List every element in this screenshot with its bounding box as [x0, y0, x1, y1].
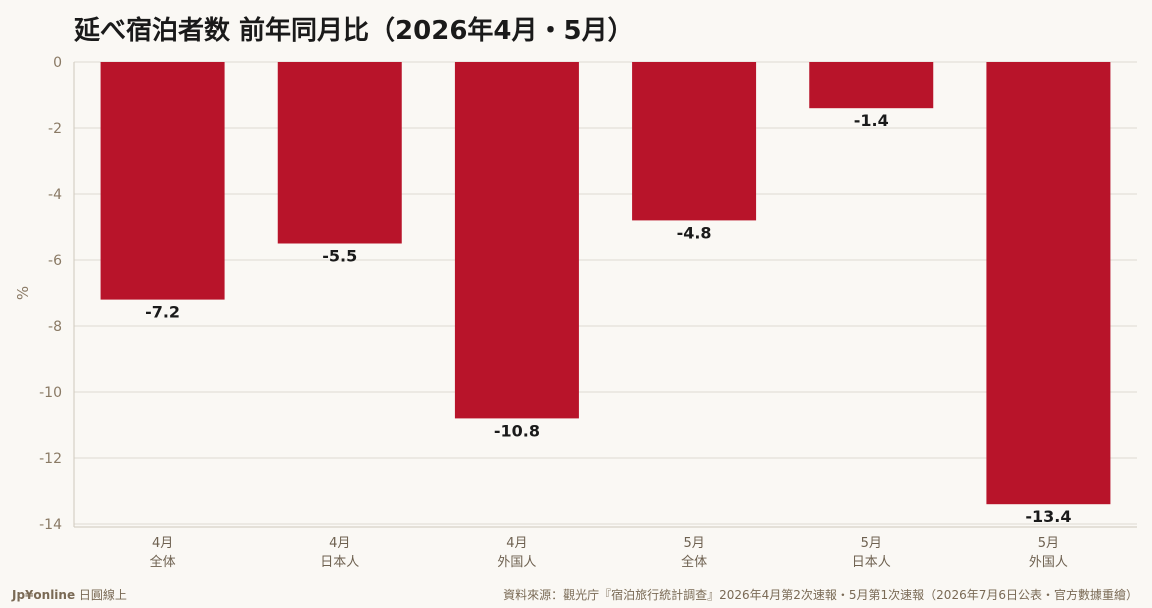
source-note: 資料來源：觀光庁『宿泊旅行統計調查』2026年4月第2次速報・5月第1次速報（2… [503, 588, 1138, 602]
bar [809, 62, 934, 109]
y-tick-label: -2 [48, 121, 62, 137]
x-tick-label-month: 4月 [152, 536, 173, 551]
data-label: -7.2 [145, 303, 180, 322]
x-tick-label-month: 5月 [1038, 536, 1059, 551]
data-label: -5.5 [322, 247, 357, 266]
bar [454, 62, 579, 419]
brand-name: Jp¥online [12, 588, 76, 602]
bar [632, 62, 757, 221]
y-tick-label: -4 [48, 187, 62, 203]
y-tick-label: 0 [53, 55, 62, 71]
x-tick-label-month: 4月 [506, 536, 527, 551]
x-tick-label-group: 外国人 [497, 555, 536, 570]
y-tick-label: -12 [39, 451, 62, 467]
chart-title: 延べ宿泊者数 前年同月比（2026年4月・5月） [74, 16, 634, 46]
y-axis-label: % [14, 286, 32, 300]
x-tick-label-group: 全体 [150, 554, 176, 570]
bar [277, 62, 402, 244]
bar [986, 62, 1111, 505]
brand-label: Jp¥online 日圓線上 [12, 586, 127, 603]
data-label: -1.4 [854, 111, 889, 130]
y-tick-label: -14 [39, 517, 62, 533]
x-tick-label-group: 日本人 [320, 555, 359, 570]
x-tick-label-month: 5月 [861, 536, 882, 551]
y-tick-label: -6 [48, 253, 62, 269]
x-tick-label-group: 日本人 [852, 555, 891, 570]
y-tick-label: -10 [39, 385, 62, 401]
x-tick-label-group: 外国人 [1029, 555, 1068, 570]
x-tick-label-month: 5月 [683, 536, 704, 551]
x-tick-label-month: 4月 [329, 536, 350, 551]
bar [100, 62, 225, 300]
data-label: -10.8 [494, 421, 540, 440]
x-tick-label-group: 全体 [681, 554, 707, 570]
y-tick-label: -8 [48, 319, 62, 335]
data-label: -4.8 [677, 223, 712, 242]
brand-subtitle: 日圓線上 [75, 588, 127, 602]
data-label: -13.4 [1025, 507, 1071, 526]
